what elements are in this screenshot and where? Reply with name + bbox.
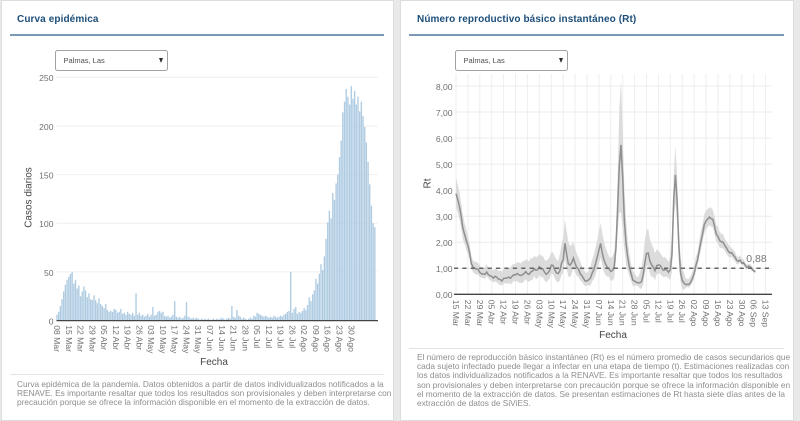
svg-text:21 Jun: 21 Jun xyxy=(618,300,628,326)
svg-text:200: 200 xyxy=(39,122,54,132)
svg-text:3,00: 3,00 xyxy=(436,212,453,222)
svg-text:0,88: 0,88 xyxy=(746,253,767,265)
svg-text:12 Abr: 12 Abr xyxy=(499,300,509,325)
svg-text:08 Mar: 08 Mar xyxy=(52,325,62,352)
svg-text:26 Jul: 26 Jul xyxy=(287,325,297,348)
svg-text:30 Ago: 30 Ago xyxy=(346,325,356,352)
svg-text:Fecha: Fecha xyxy=(200,357,228,368)
svg-text:22 Mar: 22 Mar xyxy=(76,325,86,352)
svg-text:06 Sep: 06 Sep xyxy=(749,300,759,327)
svg-text:03 May: 03 May xyxy=(534,300,544,329)
svg-text:0: 0 xyxy=(49,317,54,327)
svg-text:05 Abr: 05 Abr xyxy=(99,325,109,350)
svg-text:03 May: 03 May xyxy=(146,325,156,354)
svg-text:4,00: 4,00 xyxy=(436,186,453,196)
svg-text:26 Jul: 26 Jul xyxy=(677,300,687,323)
svg-text:14 Jun: 14 Jun xyxy=(606,300,616,326)
svg-text:31 May: 31 May xyxy=(582,300,592,329)
svg-text:22 Mar: 22 Mar xyxy=(463,300,473,327)
svg-text:13 Sep: 13 Sep xyxy=(761,300,771,327)
svg-text:30 Ago: 30 Ago xyxy=(737,300,747,327)
svg-text:12 Jul: 12 Jul xyxy=(653,300,663,323)
svg-text:Casos diarios: Casos diarios xyxy=(24,167,35,228)
svg-text:09 Ago: 09 Ago xyxy=(701,300,711,327)
svg-text:31 May: 31 May xyxy=(193,325,203,354)
svg-text:6,00: 6,00 xyxy=(436,134,453,144)
svg-text:50: 50 xyxy=(44,268,54,278)
svg-text:250: 250 xyxy=(39,73,54,83)
svg-text:19 Abr: 19 Abr xyxy=(123,325,133,350)
svg-text:26 Abr: 26 Abr xyxy=(134,325,144,350)
svg-text:150: 150 xyxy=(39,171,54,181)
svg-text:16 Ago: 16 Ago xyxy=(323,325,333,352)
svg-text:05 Jul: 05 Jul xyxy=(642,300,652,323)
svg-text:10 May: 10 May xyxy=(158,325,168,354)
svg-text:8,00: 8,00 xyxy=(436,82,453,92)
svg-text:23 Ago: 23 Ago xyxy=(725,300,735,327)
svg-text:12 Jul: 12 Jul xyxy=(264,325,274,348)
svg-text:21 Jun: 21 Jun xyxy=(229,325,239,351)
svg-text:10 May: 10 May xyxy=(546,300,556,329)
svg-text:26 Abr: 26 Abr xyxy=(522,300,532,325)
svg-text:05 Abr: 05 Abr xyxy=(487,300,497,325)
svg-text:100: 100 xyxy=(39,219,54,229)
svg-text:09 Ago: 09 Ago xyxy=(311,325,321,352)
svg-text:12 Abr: 12 Abr xyxy=(111,325,121,350)
svg-text:24 May: 24 May xyxy=(570,300,580,329)
svg-text:19 Jul: 19 Jul xyxy=(276,325,286,348)
svg-text:15 Mar: 15 Mar xyxy=(451,300,461,327)
svg-text:05 Jul: 05 Jul xyxy=(252,325,262,348)
svg-text:28 Jun: 28 Jun xyxy=(630,300,640,326)
svg-text:24 May: 24 May xyxy=(182,325,192,354)
svg-text:07 Jun: 07 Jun xyxy=(205,325,215,351)
svg-text:7,00: 7,00 xyxy=(436,108,453,118)
svg-text:17 May: 17 May xyxy=(558,300,568,329)
svg-text:02 Ago: 02 Ago xyxy=(299,325,309,352)
svg-text:1,00: 1,00 xyxy=(436,264,453,274)
svg-text:0,00: 0,00 xyxy=(436,290,453,300)
svg-text:29 Mar: 29 Mar xyxy=(87,325,97,352)
svg-text:2,00: 2,00 xyxy=(436,238,453,248)
svg-text:Rt: Rt xyxy=(423,178,434,188)
svg-text:5,00: 5,00 xyxy=(436,160,453,170)
svg-text:19 Abr: 19 Abr xyxy=(511,300,521,325)
svg-text:16 Ago: 16 Ago xyxy=(713,300,723,327)
svg-text:14 Jun: 14 Jun xyxy=(217,325,227,351)
svg-text:07 Jun: 07 Jun xyxy=(594,300,604,326)
svg-text:19 Jul: 19 Jul xyxy=(665,300,675,323)
svg-text:Fecha: Fecha xyxy=(599,330,627,341)
svg-text:28 Jun: 28 Jun xyxy=(240,325,250,351)
svg-text:23 Ago: 23 Ago xyxy=(335,325,345,352)
svg-text:02 Ago: 02 Ago xyxy=(689,300,699,327)
svg-text:15 Mar: 15 Mar xyxy=(64,325,74,352)
svg-text:17 May: 17 May xyxy=(170,325,180,354)
svg-text:29 Mar: 29 Mar xyxy=(475,300,485,327)
